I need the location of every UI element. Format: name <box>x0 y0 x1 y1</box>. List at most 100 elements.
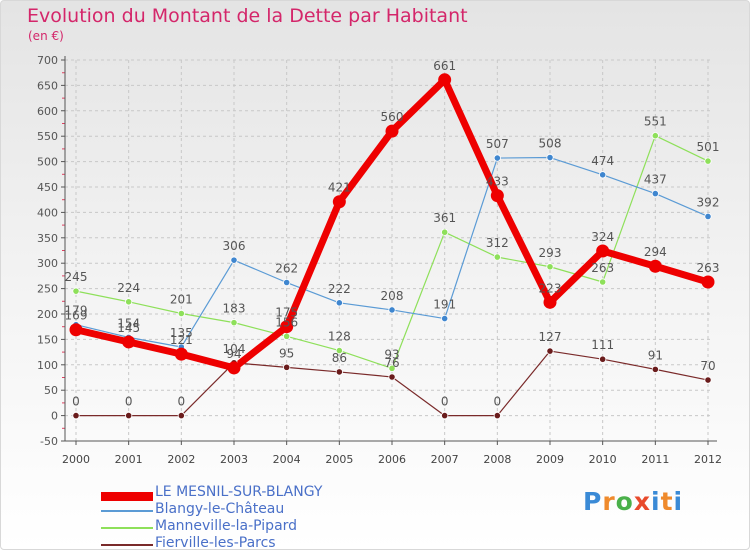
data-point <box>543 295 557 309</box>
data-point <box>280 320 294 334</box>
y-tick-labels: -50 0 50 100 150 200 250 300 350 400 450 500 550 600 6… <box>37 54 58 448</box>
data-point <box>599 171 607 179</box>
data-label: 560 <box>381 110 404 124</box>
y-tick-label: 400 <box>37 206 58 219</box>
x-tick-label: 2004 <box>273 453 301 466</box>
data-label: 76 <box>384 356 399 370</box>
data-label: 91 <box>648 348 663 362</box>
data-label: 145 <box>117 321 140 335</box>
data-point <box>648 259 662 273</box>
data-label: 86 <box>332 351 347 365</box>
x-tick-label: 2001 <box>115 453 143 466</box>
logo-letter: r <box>602 487 616 516</box>
y-axis-unit: (en €) <box>28 29 64 43</box>
data-label: 191 <box>433 298 456 312</box>
data-point <box>332 195 346 209</box>
data-point <box>335 299 343 307</box>
data-point <box>72 411 80 420</box>
x-tick-label: 2009 <box>536 453 564 466</box>
data-label: 508 <box>539 137 562 151</box>
data-label: 306 <box>223 239 246 253</box>
data-point <box>651 365 659 373</box>
data-label: 183 <box>223 302 246 316</box>
data-label: 263 <box>591 261 614 275</box>
data-label: 93 <box>384 347 399 361</box>
axes <box>61 56 717 445</box>
chart-title: Evolution du Montant de la Dette par Hab… <box>27 5 468 27</box>
y-tick-label: 500 <box>37 156 58 169</box>
data-point <box>122 335 136 349</box>
legend-swatch <box>101 510 153 512</box>
data-point <box>125 298 133 306</box>
data-point <box>599 355 607 363</box>
x-tick-labels: 2000 2001 2002 2003 2004 2005 2006 2007 2008 2009… <box>62 453 722 466</box>
data-point <box>230 256 238 264</box>
data-label: 104 <box>223 342 246 356</box>
logo-letter: t <box>660 487 674 516</box>
data-point <box>493 154 501 162</box>
data-point <box>546 347 554 355</box>
data-label: 208 <box>381 289 404 303</box>
data-point <box>704 212 712 221</box>
data-label: 661 <box>433 59 456 73</box>
logo-letter: o <box>615 487 634 516</box>
data-point <box>388 373 396 381</box>
y-tick-label: 450 <box>37 181 58 194</box>
data-label: 224 <box>117 281 140 295</box>
y-tick-label: 150 <box>37 333 58 346</box>
legend-label: Manneville-la-Pipard <box>155 518 298 534</box>
y-tick-label: 600 <box>37 105 58 118</box>
y-tick-label: 350 <box>37 232 58 245</box>
logo-letter: i <box>673 487 684 516</box>
data-labels: 169 145 121 94 175 421 560 661 433 223 324 294 263 17… <box>65 59 720 409</box>
data-point <box>177 309 185 318</box>
x-tick-label: 2003 <box>220 453 248 466</box>
data-label: 127 <box>539 330 562 344</box>
data-point <box>441 411 449 420</box>
logo-letter: P <box>583 487 603 516</box>
data-label: 0 <box>72 395 80 409</box>
data-point <box>174 347 188 361</box>
data-point <box>438 73 452 87</box>
x-tick-label: 2011 <box>641 453 669 466</box>
data-point <box>335 346 343 355</box>
data-label: 128 <box>328 330 351 344</box>
data-label: 437 <box>644 173 667 187</box>
data-label: 262 <box>275 262 298 276</box>
data-point <box>335 368 343 376</box>
data-label: 433 <box>486 175 509 189</box>
data-label: 294 <box>644 245 667 259</box>
legend-swatch <box>101 527 153 529</box>
data-label: 324 <box>591 230 614 244</box>
data-point <box>283 363 291 371</box>
x-tick-label: 2005 <box>325 453 353 466</box>
data-label: 361 <box>433 211 456 225</box>
data-point <box>227 361 241 375</box>
y-tick-label: 250 <box>37 283 58 296</box>
data-label: 507 <box>486 137 509 151</box>
data-point <box>441 314 449 323</box>
data-point <box>490 189 504 203</box>
data-label: 135 <box>170 326 193 340</box>
y-tick-label: 650 <box>37 79 58 92</box>
x-tick-label: 2000 <box>62 453 90 466</box>
data-point <box>283 278 291 287</box>
data-point <box>599 278 607 286</box>
legend-label: LE MESNIL-SUR-BLANGY <box>155 484 323 500</box>
data-label: 551 <box>644 115 667 129</box>
data-point <box>283 332 291 340</box>
x-tick-label: 2002 <box>167 453 195 466</box>
legend-label: Fierville-les-Parcs <box>155 535 276 550</box>
data-label: 121 <box>170 333 193 347</box>
x-tick-label: 2008 <box>483 453 511 466</box>
y-tick-label: -50 <box>40 435 58 448</box>
data-point <box>385 124 399 138</box>
proxiti-logo: Proxiti <box>583 487 683 516</box>
x-tick-label: 2010 <box>589 453 617 466</box>
y-tick-label: 200 <box>37 308 58 321</box>
data-point <box>651 132 659 140</box>
data-label: 175 <box>275 306 298 320</box>
data-point <box>493 411 501 420</box>
